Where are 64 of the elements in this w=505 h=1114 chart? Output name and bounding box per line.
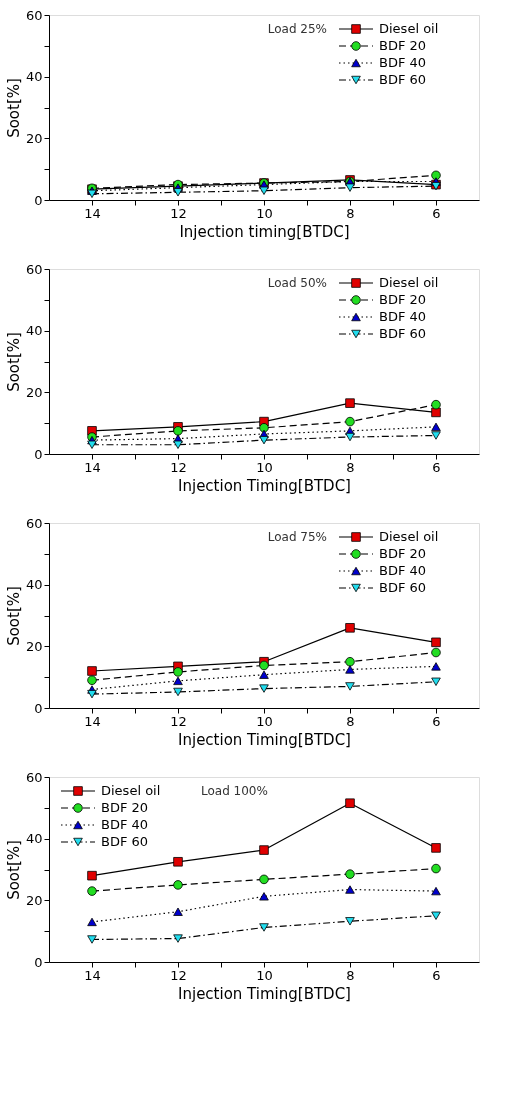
legend-label: Diesel oil [379,21,439,36]
x-tick-label: 14 [84,459,101,475]
x-tick-label: 6 [432,967,441,983]
y-tick-label: 0 [34,954,43,970]
legend-label: BDF 40 [101,817,149,832]
x-axis-title: Injection Timing[BTDC] [178,476,351,495]
x-tick-label: 6 [432,459,441,475]
x-tick-label: 12 [170,713,187,729]
y-tick-label: 20 [25,130,43,146]
x-tick-label: 10 [256,459,273,475]
legend-label: BDF 40 [379,563,427,578]
x-tick-label: 10 [256,967,273,983]
x-tick-label: 6 [432,713,441,729]
x-tick-label: 6 [432,205,441,221]
legend-label: Diesel oil [379,275,439,290]
legend-label: BDF 60 [379,72,427,87]
x-axis-title: Injection Timing[BTDC] [178,984,351,1003]
y-tick-label: 40 [25,831,43,847]
y-tick-label: 60 [25,769,43,785]
y-tick-label: 60 [25,7,43,23]
x-tick-label: 10 [256,713,273,729]
annotation: Load 50% [267,276,327,290]
y-tick-label: 20 [25,384,43,400]
legend-label: BDF 60 [379,326,427,341]
y-tick-label: 0 [34,446,43,462]
legend-label: BDF 20 [379,546,427,561]
y-tick-label: 60 [25,515,43,531]
annotation: Load 100% [201,784,268,798]
legend-label: BDF 40 [379,309,427,324]
y-tick-label: 60 [25,261,43,277]
y-tick-label: 40 [25,577,43,593]
x-tick-label: 8 [346,967,355,983]
y-tick-label: 40 [25,69,43,85]
legend-label: BDF 20 [101,800,149,815]
y-axis-title: Soot[%] [4,332,23,392]
legend-label: BDF 60 [101,834,149,849]
legend-label: BDF 40 [379,55,427,70]
x-tick-label: 12 [170,205,187,221]
x-tick-label: 10 [256,205,273,221]
legend-label: BDF 60 [379,580,427,595]
y-tick-label: 20 [25,892,43,908]
annotation: Load 25% [267,22,327,36]
annotation: Load 75% [267,530,327,544]
x-tick-label: 14 [84,205,101,221]
x-tick-label: 12 [170,459,187,475]
y-tick-label: 0 [34,700,43,716]
x-axis-title: Injection timing[BTDC] [179,222,350,241]
legend-label: Diesel oil [101,783,161,798]
y-axis-title: Soot[%] [4,586,23,646]
y-tick-label: 40 [25,323,43,339]
x-axis-title: Injection Timing[BTDC] [178,730,351,749]
x-tick-label: 12 [170,967,187,983]
x-tick-label: 8 [346,459,355,475]
legend-label: BDF 20 [379,292,427,307]
legend-label: BDF 20 [379,38,427,53]
y-tick-label: 0 [34,192,43,208]
y-axis-title: Soot[%] [4,840,23,900]
legend-label: Diesel oil [379,529,439,544]
y-axis-title: Soot[%] [4,78,23,138]
x-tick-label: 14 [84,713,101,729]
x-tick-label: 8 [346,713,355,729]
x-tick-label: 14 [84,967,101,983]
y-tick-label: 20 [25,638,43,654]
x-tick-label: 8 [346,205,355,221]
